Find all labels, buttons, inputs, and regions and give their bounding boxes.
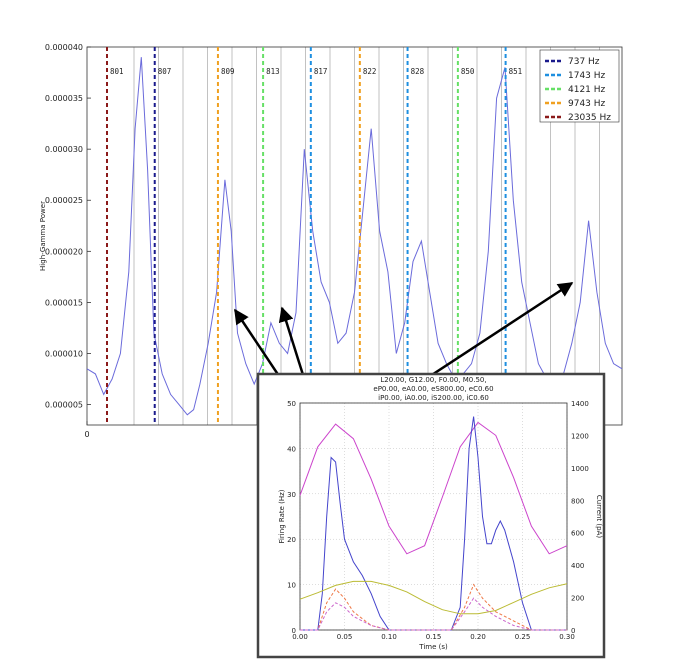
inset-x-tick-label: 0.00	[292, 633, 308, 641]
legend-label: 23035 Hz	[568, 113, 611, 123]
inset-x-tick-label: 0.30	[559, 633, 575, 641]
legend-label: 9743 Hz	[568, 99, 606, 109]
stimulus-marker-label: 801	[110, 67, 124, 76]
inset-x-tick-label: 0.05	[337, 633, 353, 641]
stimulus-marker-label: 807	[158, 67, 172, 76]
inset-y-tick-label: 30	[287, 491, 296, 499]
inset-x-tick-label: 0.15	[426, 633, 442, 641]
stimulus-marker-label: 850	[461, 67, 475, 76]
legend-label: 1743 Hz	[568, 71, 606, 81]
inset-y-tick-label: 40	[287, 445, 296, 453]
inset-y-right-tick-label: 400	[571, 562, 584, 570]
inset-y-tick-label: 20	[287, 536, 296, 544]
inset-y-axis-label: Firing Rate (Hz)	[278, 489, 286, 543]
inset-series-line	[300, 416, 567, 631]
y-tick-label: 0.000020	[45, 247, 83, 256]
inset-y-right-tick-label: 1200	[571, 432, 589, 440]
inset-y-right-tick-label: 800	[571, 497, 584, 505]
inset-series-line	[300, 597, 567, 631]
stimulus-marker-label: 813	[266, 67, 280, 76]
high-gamma-power-chart: 0.000005 0.000010 0.000015 0.000020 0.000025…	[39, 43, 623, 439]
inset-series-line	[299, 421, 568, 555]
inset-y-right-tick-label: 0	[571, 627, 575, 635]
y-tick-label: 0.000040	[45, 43, 83, 52]
stimulus-marker-label: 817	[314, 67, 328, 76]
inset-y-tick-label: 0	[292, 627, 296, 635]
inset-title-line: eP0.00, eA0.00, eS800.00, eC0.60	[373, 385, 493, 393]
inset-x-tick-label: 0.10	[381, 633, 397, 641]
inset-y-right-tick-label: 1000	[571, 465, 589, 473]
y-tick-label: 0.000015	[45, 298, 83, 307]
y-tick-label: 0.000035	[45, 94, 83, 103]
high-gamma-power-line	[86, 57, 623, 416]
inset-title-line: iP0.00, iA0.00, iS200.00, iC0.60	[378, 394, 489, 402]
inset-x-tick-label: 0.20	[470, 633, 486, 641]
stimulus-marker-label: 851	[509, 67, 523, 76]
stimulus-marker-label: 828	[411, 67, 425, 76]
x-tick-label: 0	[84, 430, 89, 439]
y-tick-label: 0.000025	[45, 196, 83, 205]
inset-series-line	[300, 583, 567, 631]
inset-x-axis-label: Time (s)	[418, 643, 448, 651]
legend-label: 4121 Hz	[568, 85, 606, 95]
y-axis-label: High-Gamma Power	[39, 201, 47, 271]
y-tick-label: 0.000005	[45, 401, 83, 410]
inset-y-right-tick-label: 200	[571, 595, 584, 603]
stimulus-marker-label: 822	[363, 67, 377, 76]
inset-series-line	[299, 580, 568, 615]
inset-y-tick-label: 10	[287, 582, 296, 590]
inset-title-line: L20.00, G12.00, F0.00, M0.50,	[380, 376, 486, 384]
inset-y-tick-label: 50	[287, 400, 296, 408]
y-tick-label: 0.000030	[45, 145, 83, 154]
inset-firing-rate-chart: L20.00, G12.00, F0.00, M0.50,eP0.00, eA0…	[256, 372, 606, 659]
inset-y-right-axis-label: Current (pA)	[595, 495, 603, 538]
inset-panel	[256, 372, 606, 659]
legend-label: 737 Hz	[568, 57, 600, 67]
y-tick-label: 0.000010	[45, 349, 83, 358]
inset-x-tick-label: 0.25	[515, 633, 531, 641]
inset-y-right-tick-label: 1400	[571, 400, 589, 408]
inset-y-right-tick-label: 600	[571, 530, 584, 538]
stimulus-marker-label: 809	[221, 67, 235, 76]
